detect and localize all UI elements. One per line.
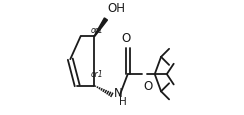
Text: OH: OH bbox=[107, 2, 125, 15]
Text: N: N bbox=[114, 86, 123, 99]
Text: O: O bbox=[121, 32, 130, 45]
Text: O: O bbox=[144, 79, 153, 92]
Text: H: H bbox=[119, 96, 126, 106]
Text: or1: or1 bbox=[90, 26, 103, 35]
Polygon shape bbox=[94, 19, 107, 37]
Text: or1: or1 bbox=[90, 69, 103, 78]
